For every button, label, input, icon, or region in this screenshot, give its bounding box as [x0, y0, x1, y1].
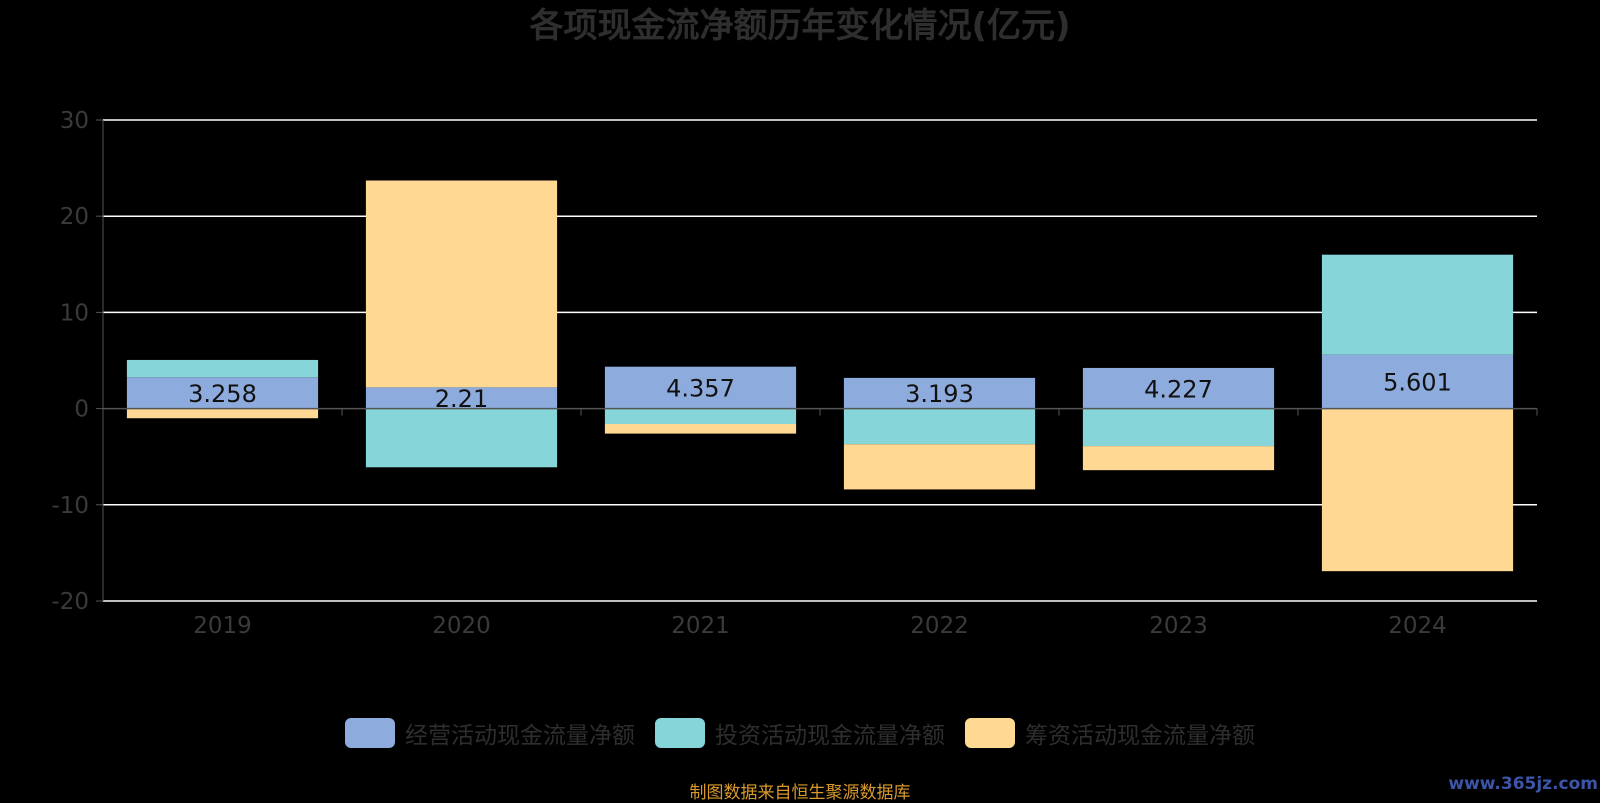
bar-series0-2019[interactable]: [126, 377, 319, 409]
data-label: 4.357: [666, 375, 735, 403]
x-tick-label: 2023: [1149, 613, 1208, 639]
data-label: 3.193: [905, 380, 974, 408]
y-tick-label: 0: [74, 397, 89, 423]
bar-series0-2021[interactable]: [604, 366, 797, 409]
legend-item-operating[interactable]: 经营活动现金流量净额: [345, 716, 635, 750]
chart-svg: -20 -10 0 10 20 30 2019 2020 2021 2022 2023 2024 3.…: [51, 108, 1538, 639]
bar-series0-2023[interactable]: [1082, 367, 1275, 409]
bars-layer: [126, 180, 1514, 572]
bar-series0-2024[interactable]: [1321, 354, 1514, 409]
bar-series2-2020[interactable]: [365, 180, 558, 388]
bar-series2-2021[interactable]: [604, 423, 797, 434]
legend-label-financing: 筹资活动现金流量净额: [1025, 723, 1255, 749]
data-label: 2.21: [435, 385, 488, 413]
x-tick-label: 2019: [193, 613, 252, 639]
bar-series1-2020[interactable]: [365, 408, 558, 468]
legend-swatch-operating: [345, 718, 395, 748]
bar-series0-2020[interactable]: [365, 387, 558, 409]
data-label: 5.601: [1383, 369, 1452, 397]
legend-item-financing[interactable]: 筹资活动现金流量净额: [965, 716, 1255, 750]
x-tick-label: 2021: [671, 613, 730, 639]
chart-title: 各项现金流净额历年变化情况(亿元): [529, 6, 1071, 46]
legend-item-investing[interactable]: 投资活动现金流量净额: [655, 716, 945, 750]
y-tick-label: 10: [60, 300, 89, 326]
data-label: 4.227: [1144, 375, 1213, 403]
y-tick-label: -20: [51, 589, 89, 615]
bar-series1-2021[interactable]: [604, 408, 797, 424]
bar-series1-2019[interactable]: [126, 359, 319, 378]
bar-series2-2023[interactable]: [1082, 446, 1275, 471]
y-tick-label: 30: [60, 108, 89, 134]
labels-layer: 3.258 2.21 4.357 3.193 4.227 5.601: [188, 369, 1452, 413]
bar-series1-2024[interactable]: [1321, 254, 1514, 355]
legend-label-operating: 经营活动现金流量净额: [405, 723, 635, 749]
bar-series2-2024[interactable]: [1321, 408, 1514, 572]
source-note: 制图数据来自恒生聚源数据库: [689, 783, 911, 803]
bar-series2-2022[interactable]: [843, 444, 1036, 490]
legend-swatch-investing: [655, 718, 705, 748]
bar-series1-2022[interactable]: [843, 408, 1036, 445]
axis-layer: -20 -10 0 10 20 30 2019 2020 2021 2022 2023 2024: [51, 108, 1538, 639]
x-tick-label: 2020: [432, 613, 491, 639]
legend: 经营活动现金流量净额 投资活动现金流量净额 筹资活动现金流量净额: [0, 716, 1600, 750]
x-tick-label: 2024: [1388, 613, 1447, 639]
watermark: www.365jz.com: [1448, 774, 1598, 794]
bar-series2-2019[interactable]: [126, 408, 319, 419]
y-tick-label: -10: [51, 493, 89, 519]
x-tick-label: 2022: [910, 613, 969, 639]
y-tick-label: 20: [60, 204, 89, 230]
bar-series0-2022[interactable]: [843, 377, 1036, 409]
legend-label-investing: 投资活动现金流量净额: [715, 723, 945, 749]
legend-swatch-financing: [965, 718, 1015, 748]
bar-series1-2023[interactable]: [1082, 408, 1275, 447]
data-label: 3.258: [188, 380, 257, 408]
grid-layer: [103, 119, 1537, 602]
